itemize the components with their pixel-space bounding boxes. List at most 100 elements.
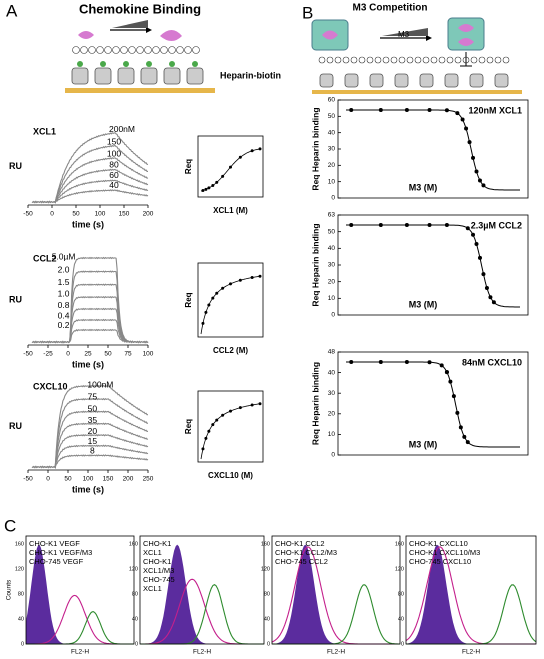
- fit-plot-frame: [197, 135, 264, 198]
- competition-point: [404, 223, 409, 227]
- competition-point: [444, 370, 449, 375]
- x-tick-label: 75: [124, 351, 132, 358]
- competition-point: [378, 108, 383, 112]
- y-tick-label: 160: [15, 541, 24, 547]
- y-axis-title: RU: [9, 161, 22, 171]
- sensorgram-trace: [31, 144, 148, 204]
- concentration-label: 100: [107, 148, 121, 158]
- panel-label: A: [6, 1, 18, 20]
- y-tick-label: 50: [328, 113, 336, 120]
- y-axis-title: Counts: [6, 579, 13, 600]
- sensorgram-trace: [31, 454, 149, 469]
- x-axis-title: FL2-H: [462, 649, 480, 656]
- fit-point: [229, 409, 232, 413]
- x-tick-label: 50: [104, 351, 112, 358]
- fit-point: [207, 303, 211, 307]
- competition-point: [427, 223, 432, 228]
- fit-point: [221, 286, 225, 290]
- y-tick-label: 30: [328, 390, 336, 397]
- fit-point: [238, 406, 242, 410]
- y-axis-title: Req Heparin binding: [310, 223, 320, 306]
- y-tick-label: 50: [328, 228, 336, 235]
- panel-label: C: [4, 516, 16, 535]
- competition-point: [451, 394, 456, 399]
- concentration-label: 1.5: [58, 277, 70, 287]
- y-tick-label: 0: [331, 195, 335, 202]
- x-tick-label: 100: [143, 351, 154, 358]
- concentration-label: 150: [107, 136, 121, 146]
- x-tick-label: -50: [23, 351, 33, 358]
- fit-point: [258, 402, 262, 406]
- legend-entry: XCL1/M3: [143, 566, 174, 575]
- competition-point: [349, 108, 354, 112]
- y-tick-label: 20: [328, 411, 336, 418]
- ligand-label: XCL1: [33, 126, 56, 136]
- fit-point: [221, 174, 225, 178]
- legend-entry: CHO-745: [143, 575, 175, 584]
- y-tick-label: 48: [328, 349, 336, 356]
- y-tick-label: 10: [328, 431, 336, 438]
- y-tick-label: 160: [395, 541, 404, 547]
- legend-entry: XCL1: [143, 548, 162, 557]
- annotation: 84nM CXCL10: [462, 357, 522, 367]
- y-tick-label: 60: [328, 97, 336, 104]
- competition-point: [471, 232, 476, 237]
- fit-point: [258, 147, 262, 151]
- concentration-label: 100nM: [87, 379, 113, 389]
- fit-x-title: XCL1 (M): [213, 206, 248, 215]
- concentration-label: 1.0: [58, 289, 70, 299]
- histogram-frame: [405, 535, 537, 645]
- concentration-label: 50: [88, 404, 98, 414]
- legend-entry: CHO-745 CCL2: [275, 557, 328, 566]
- competition-point: [484, 286, 489, 291]
- sensorgram-trace: [31, 328, 149, 344]
- fit-point: [250, 403, 254, 407]
- sensorgram-trace: [31, 283, 149, 344]
- y-tick-label: 20: [328, 162, 336, 169]
- concentration-label: 5.0µM: [52, 251, 76, 261]
- competition-point: [481, 183, 486, 188]
- fit-point: [207, 429, 211, 433]
- concentration-label: 20: [88, 426, 98, 436]
- y-tick-label: 120: [261, 566, 270, 572]
- concentration-label: 0.4: [58, 310, 70, 320]
- y-tick-label: 0: [21, 641, 24, 647]
- x-tick-label: 0: [66, 351, 70, 358]
- y-tick-label: 80: [132, 591, 138, 597]
- fit-point: [238, 278, 242, 282]
- fit-curve: [200, 148, 261, 192]
- fit-point: [201, 447, 205, 451]
- legend-entry: CHO-K1 VEGF/M3: [29, 548, 92, 557]
- competition-point: [460, 117, 465, 122]
- histogram-frame: [271, 535, 401, 645]
- competition-point: [474, 241, 479, 246]
- histogram-frame: [139, 535, 265, 645]
- x-tick-label: 200: [143, 211, 154, 218]
- y-tick-label: 80: [18, 591, 24, 597]
- y-tick-label: 0: [331, 452, 335, 459]
- competition-point: [404, 108, 409, 113]
- competition-point: [378, 360, 383, 364]
- competition-point: [427, 108, 432, 113]
- y-tick-label: 40: [18, 616, 24, 622]
- concentration-label: 0.8: [58, 300, 70, 310]
- fit-point: [211, 423, 215, 427]
- y-tick-label: 40: [328, 369, 336, 376]
- fit-point: [221, 413, 225, 417]
- competition-point: [488, 295, 493, 300]
- competition-curve: [346, 224, 520, 308]
- x-tick-label: 50: [64, 476, 72, 483]
- ligand-label: CCL2: [33, 253, 57, 263]
- x-tick-label: 0: [46, 476, 50, 483]
- y-tick-label: 80: [398, 591, 404, 597]
- competition-point: [458, 425, 463, 430]
- x-axis-title: time (s): [72, 359, 104, 369]
- competition-point: [491, 300, 496, 305]
- x-tick-label: 150: [103, 476, 114, 483]
- y-tick-label: 40: [132, 616, 138, 622]
- y-tick-label: 120: [129, 566, 138, 572]
- legend-entry: CHO-K1 CCL2/M3: [275, 548, 337, 557]
- y-axis-title: Req Heparin binding: [310, 362, 320, 445]
- y-tick-label: 40: [328, 129, 336, 136]
